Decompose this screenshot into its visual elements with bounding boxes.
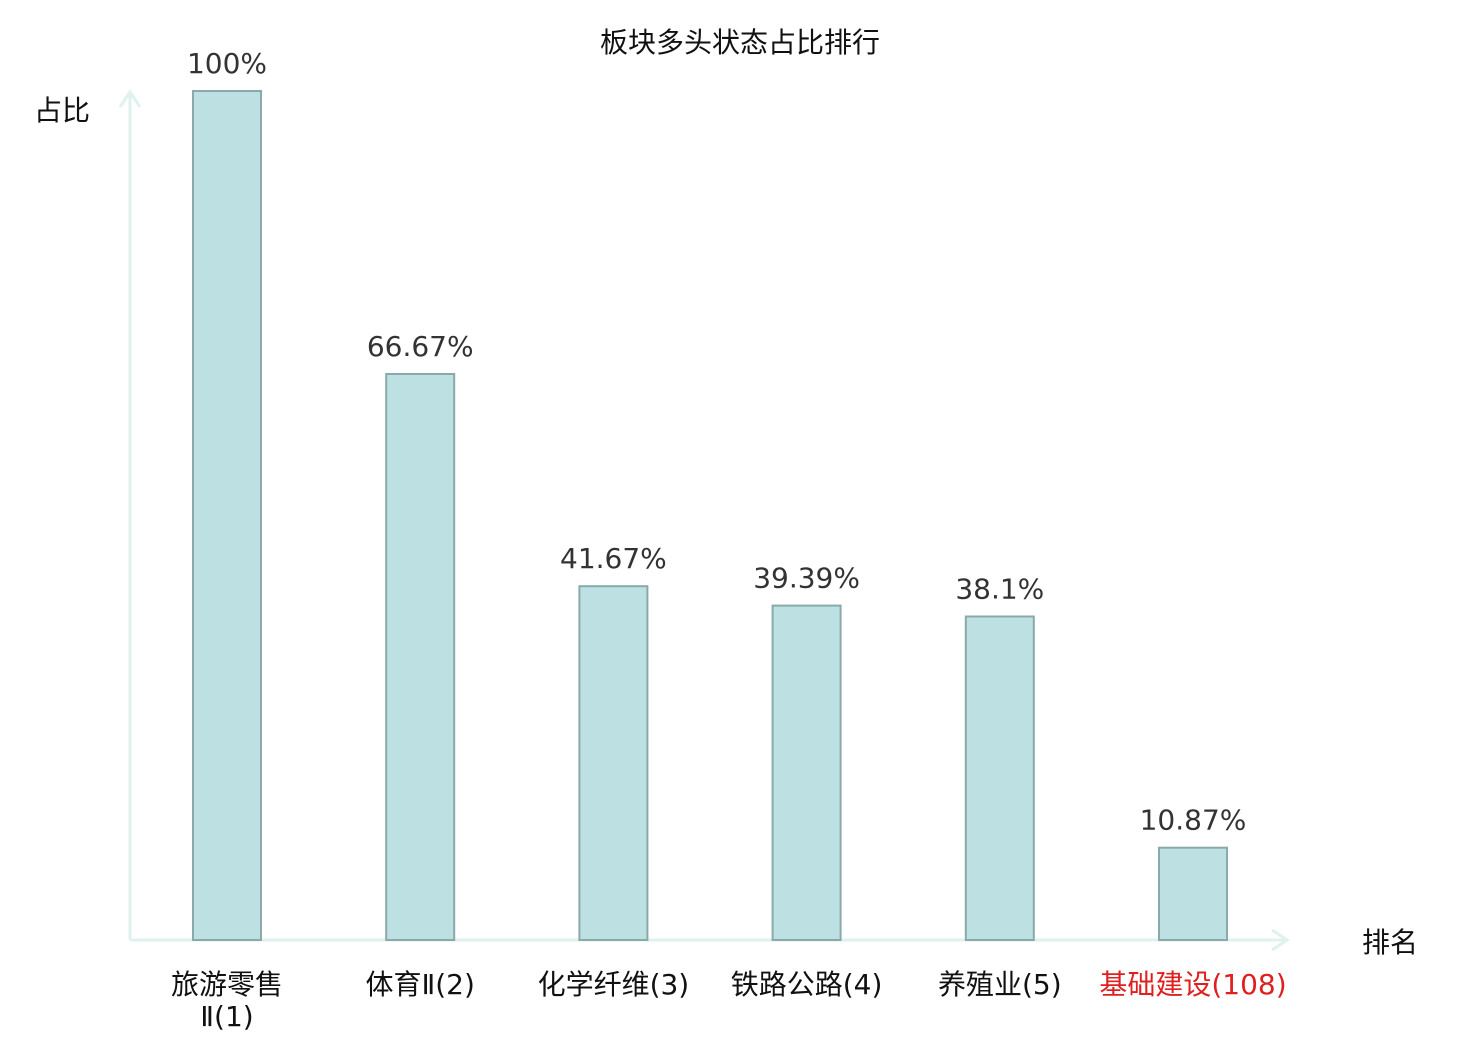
category-label: 铁路公路(4) <box>731 968 883 1001</box>
category-label: 化学纤维(3) <box>538 968 690 1001</box>
chart-title: 板块多头状态占比排行 <box>600 26 880 59</box>
value-label: 38.1% <box>955 573 1044 606</box>
bar <box>1158 846 1228 942</box>
value-label: 41.67% <box>560 542 667 575</box>
category-label: 养殖业(5) <box>938 968 1062 1001</box>
value-label: 10.87% <box>1140 804 1247 837</box>
value-label: 66.67% <box>367 330 474 363</box>
bar <box>385 373 456 941</box>
bar <box>771 604 842 941</box>
category-label: Ⅱ(1) <box>200 1000 253 1033</box>
value-labels-group: 100% 66.67% 41.67% 39.39% 38.1% 10.87% <box>187 47 1246 837</box>
value-label: 39.39% <box>753 562 860 595</box>
x-axis-arrow-icon <box>1271 928 1290 952</box>
y-axis-label: 占比 <box>34 94 90 127</box>
value-label: 100% <box>187 47 267 80</box>
bar <box>192 90 262 941</box>
x-axis-label: 排名 <box>1362 926 1418 959</box>
category-label: 体育Ⅱ(2) <box>365 968 474 1001</box>
bars-group <box>192 90 1228 942</box>
category-label: 旅游零售 <box>171 968 283 1001</box>
category-label: 基础建设(108) <box>1099 968 1286 1001</box>
bar <box>964 615 1035 941</box>
bar <box>578 585 649 941</box>
y-axis-arrow-icon <box>118 89 142 108</box>
